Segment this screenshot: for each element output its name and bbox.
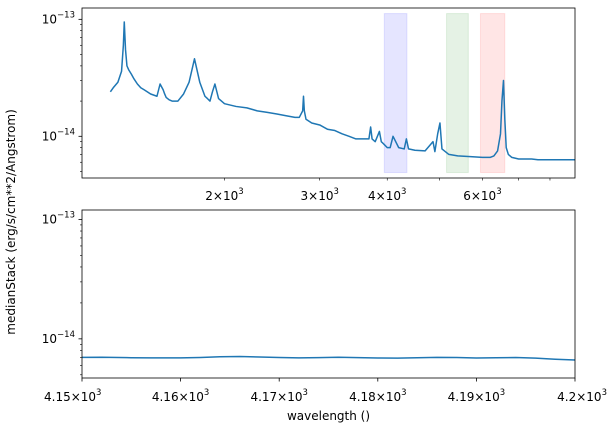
x-tick-label: 4.2×103 (557, 388, 607, 404)
top-y-ticks: 10−13 10−14 (42, 10, 82, 172)
bottom-y-ticks: 10−13 10−14 (42, 210, 82, 376)
bottom-x-ticks: 4.15×103 4.16×103 4.17×103 4.18×103 4.19×103… (44, 378, 607, 404)
y-tick-label: 10−14 (42, 127, 75, 143)
bottom-plot-frame (81, 209, 576, 379)
x-tick-label: 3×103 (301, 187, 339, 203)
bottom-panel: 10−13 10−14 4.15×103 4.16×103 4.17×103 4.18×… (42, 209, 607, 404)
x-tick-label: 4.18×103 (349, 388, 406, 404)
top-x-ticks: 2×103 3×103 4×103 6×103 (205, 178, 551, 203)
highlight-band (446, 13, 469, 174)
x-tick-label: 4.19×103 (448, 388, 505, 404)
top-plot-frame (81, 7, 576, 179)
x-tick-label: 4.16×103 (152, 388, 209, 404)
highlight-band (479, 13, 506, 174)
y-axis-label: medianStack (erg/s/cm**2/Angstrom) (4, 109, 18, 335)
x-tick-label: 4.15×103 (44, 388, 101, 404)
y-tick-label: 10−14 (42, 330, 75, 346)
x-tick-label: 6×103 (463, 187, 501, 203)
y-tick-label: 10−13 (42, 210, 75, 226)
y-tick-label: 10−13 (42, 10, 75, 26)
x-tick-label: 4.17×103 (250, 388, 307, 404)
spectrum-line-top (109, 21, 575, 161)
spectrum-line-bottom (81, 355, 576, 361)
top-panel: 10−13 10−14 2×103 3×103 4×103 6×103 (42, 7, 576, 203)
x-tick-label: 4×103 (368, 187, 406, 203)
highlight-band (383, 13, 408, 174)
highlight-bands (383, 13, 506, 174)
x-axis-label: wavelength () (287, 409, 370, 423)
x-tick-label: 2×103 (205, 187, 243, 203)
